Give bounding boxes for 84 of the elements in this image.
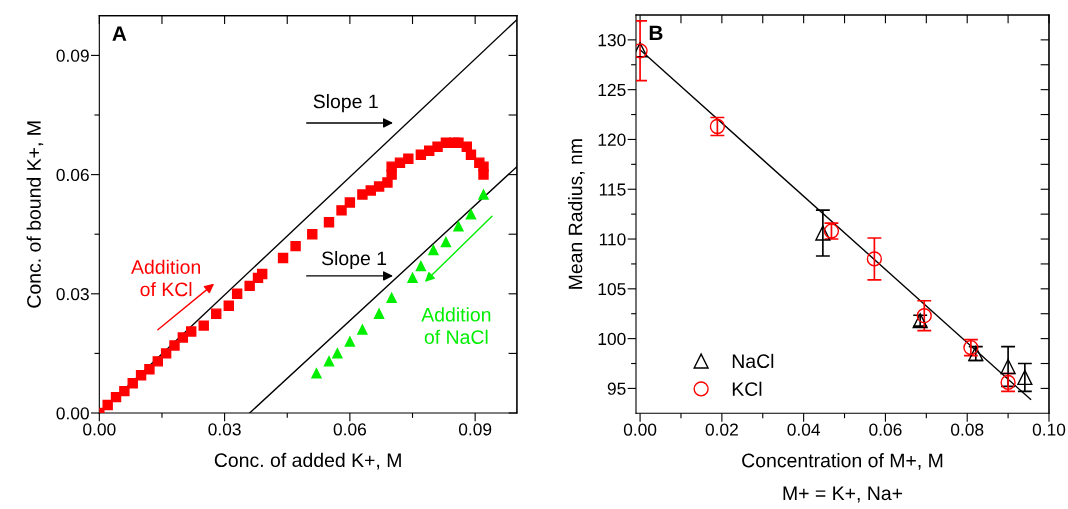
- point: [323, 217, 335, 228]
- annotation: Slope 1: [313, 94, 378, 113]
- point: [231, 288, 243, 300]
- point: [373, 181, 385, 192]
- point: [223, 300, 234, 311]
- point: [1000, 358, 1016, 375]
- x-tick-label: 0.03: [208, 423, 241, 436]
- y-axis-title: Mean Radius, nm: [568, 139, 585, 289]
- point: [478, 189, 489, 200]
- point: [386, 161, 397, 172]
- x-tick-label: 0.06: [869, 423, 902, 436]
- x-tick-label: 0.02: [705, 423, 738, 436]
- point: [344, 197, 356, 208]
- point: [453, 221, 464, 232]
- y-tick-label: 115: [599, 183, 626, 196]
- y-tick-label: 0.00: [56, 407, 89, 420]
- point: [169, 340, 180, 351]
- annotation: Slope 1: [321, 250, 387, 270]
- point: [365, 185, 376, 196]
- chart-title: B: [649, 25, 663, 41]
- y-tick-label: 110: [599, 233, 626, 246]
- point: [465, 209, 477, 220]
- x-tick-label: 0.00: [623, 423, 657, 436]
- point: [336, 205, 347, 216]
- point: [211, 308, 222, 319]
- x-tick-label: 0.09: [458, 423, 492, 436]
- y-tick-label: 0.06: [56, 168, 89, 182]
- y-axis-title: Conc. of bound K+, M: [26, 121, 44, 308]
- y-tick-label: 105: [598, 282, 626, 296]
- point: [127, 377, 138, 389]
- annotation: Addition of NaCl: [421, 307, 491, 344]
- point: [185, 326, 197, 337]
- x-tick-label: 0.10: [1032, 423, 1066, 436]
- point: [344, 336, 356, 347]
- point: [311, 368, 322, 379]
- point: [357, 324, 368, 335]
- point: [415, 260, 427, 272]
- legend-label: KCl: [732, 381, 762, 396]
- point: [432, 141, 443, 153]
- point: [160, 348, 172, 359]
- y-tick-label: 95: [607, 382, 626, 395]
- point: [453, 137, 464, 149]
- point: [323, 356, 335, 367]
- point: [403, 153, 414, 164]
- text: M+ = K+, Na+: [783, 486, 903, 503]
- point: [256, 268, 268, 280]
- annotation: Addition of KCl: [131, 259, 201, 297]
- legend-label: NaCl: [732, 353, 774, 369]
- point: [244, 280, 255, 292]
- y-tick-label: 100: [598, 332, 626, 346]
- point: [357, 189, 368, 200]
- point: [277, 252, 289, 264]
- point: [307, 228, 318, 240]
- x-tick-label: 0.04: [787, 423, 821, 436]
- y-tick-label: 0.03: [56, 287, 89, 301]
- y-tick-label: 0.09: [56, 49, 89, 62]
- x-tick-label: 0.00: [83, 423, 116, 436]
- point: [815, 225, 831, 241]
- point: [1017, 369, 1033, 386]
- point: [290, 240, 301, 252]
- point: [407, 272, 418, 284]
- x-axis-title: Concentration of M+, M: [742, 453, 943, 470]
- point: [102, 399, 113, 411]
- point: [440, 236, 452, 248]
- y-tick-label: 120: [598, 133, 626, 146]
- point: [373, 308, 385, 319]
- x-tick-label: 0.08: [950, 423, 984, 436]
- point: [144, 364, 155, 375]
- x-tick-label: 0.06: [333, 423, 367, 436]
- chart-title: A: [112, 26, 127, 41]
- point: [332, 348, 343, 359]
- point: [916, 308, 932, 324]
- point: [198, 320, 209, 331]
- point: [478, 169, 489, 180]
- point: [177, 332, 189, 343]
- point: [428, 244, 439, 256]
- point: [152, 356, 163, 367]
- point: [386, 292, 397, 303]
- point: [866, 251, 883, 267]
- y-tick-label: 130: [598, 34, 626, 47]
- y-tick-label: 125: [598, 83, 626, 97]
- x-axis-title: Conc. of added K+, M: [214, 452, 401, 470]
- point: [394, 157, 406, 168]
- point: [119, 385, 130, 397]
